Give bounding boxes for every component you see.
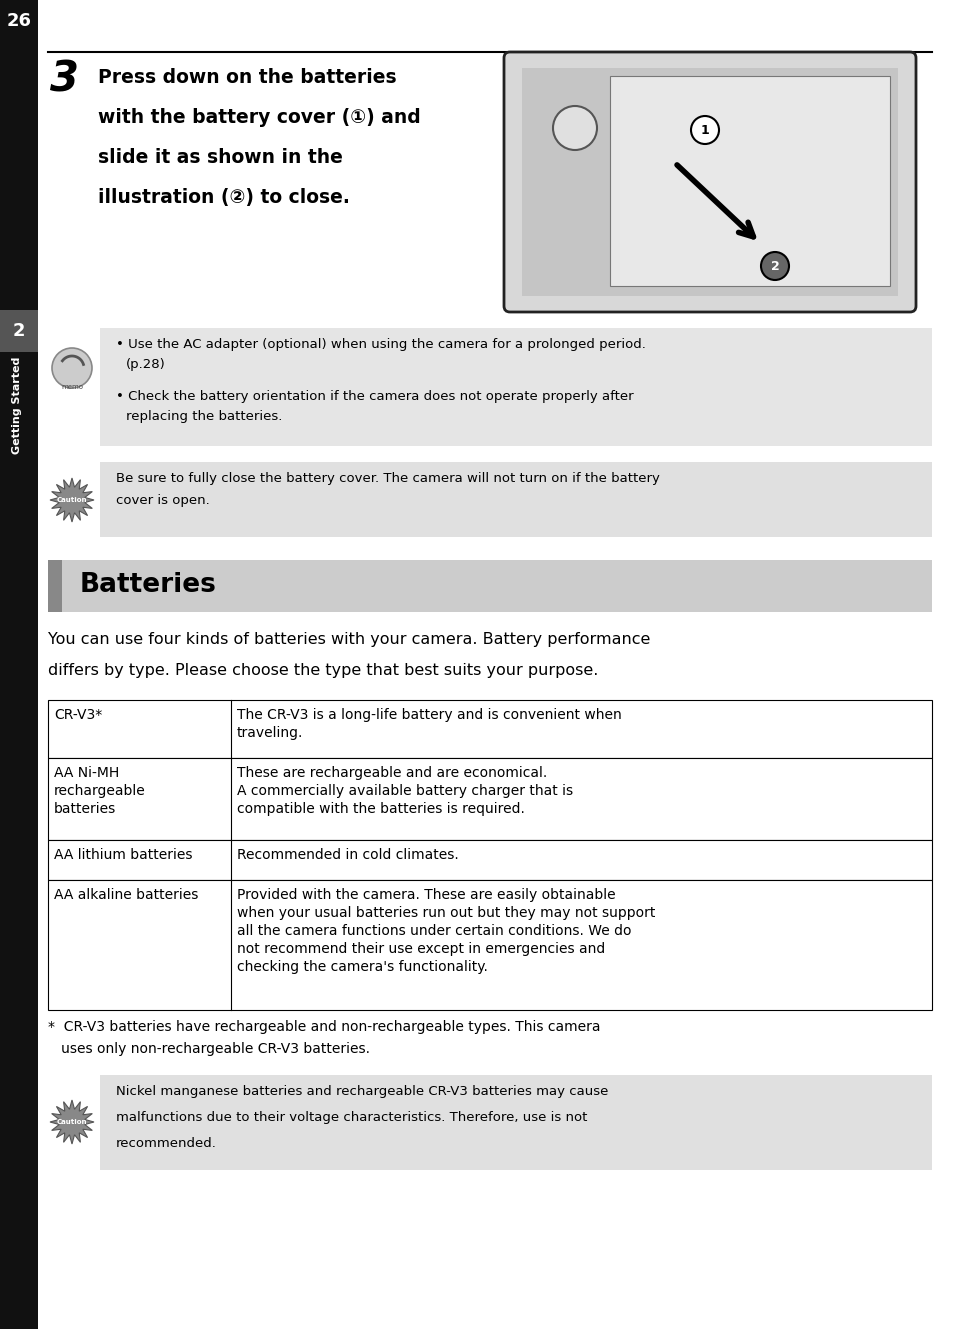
Circle shape	[553, 106, 597, 150]
Text: cover is open.: cover is open.	[116, 494, 210, 506]
Bar	[48, 840, 931, 880]
Polygon shape	[50, 1100, 94, 1144]
Text: Be sure to fully close the battery cover. The camera will not turn on if the bat: Be sure to fully close the battery cover…	[116, 472, 659, 485]
Bar	[48, 880, 931, 1010]
Polygon shape	[50, 478, 94, 522]
Bar	[100, 462, 931, 537]
Circle shape	[760, 253, 788, 280]
Text: • Use the AC adapter (optional) when using the camera for a prolonged period.: • Use the AC adapter (optional) when usi…	[116, 338, 645, 351]
Bar	[48, 700, 931, 758]
Text: not recommend their use except in emergencies and: not recommend their use except in emerge…	[236, 942, 604, 956]
Text: when your usual batteries run out but they may not support: when your usual batteries run out but th…	[236, 906, 655, 920]
Text: Nickel manganese batteries and rechargeable CR-V3 batteries may cause: Nickel manganese batteries and rechargea…	[116, 1084, 608, 1098]
Text: These are rechargeable and are economical.: These are rechargeable and are economica…	[236, 766, 547, 780]
Bar	[0, 0, 38, 1329]
Text: all the camera functions under certain conditions. We do: all the camera functions under certain c…	[236, 924, 631, 938]
Text: slide it as shown in the: slide it as shown in the	[98, 148, 342, 167]
Text: batteries: batteries	[54, 801, 116, 816]
Text: recommended.: recommended.	[116, 1138, 216, 1150]
Text: 1: 1	[700, 124, 709, 137]
Text: The CR-V3 is a long-life battery and is convenient when: The CR-V3 is a long-life battery and is …	[236, 708, 621, 722]
Bar	[100, 1075, 931, 1170]
Text: AA alkaline batteries: AA alkaline batteries	[54, 888, 198, 902]
Text: uses only non-rechargeable CR-V3 batteries.: uses only non-rechargeable CR-V3 batteri…	[48, 1042, 370, 1057]
Text: 2: 2	[770, 259, 779, 272]
Text: 26: 26	[7, 12, 31, 31]
Text: Caution: Caution	[56, 1119, 87, 1126]
Text: checking the camera's functionality.: checking the camera's functionality.	[236, 960, 487, 974]
Text: Getting Started: Getting Started	[12, 358, 22, 455]
Bar	[0, 310, 38, 352]
Text: malfunctions due to their voltage characteristics. Therefore, use is not: malfunctions due to their voltage charac…	[116, 1111, 587, 1124]
Circle shape	[52, 348, 91, 388]
Text: compatible with the batteries is required.: compatible with the batteries is require…	[236, 801, 524, 816]
Text: You can use four kinds of batteries with your camera. Battery performance: You can use four kinds of batteries with…	[48, 633, 650, 647]
Text: illustration (②) to close.: illustration (②) to close.	[98, 187, 350, 207]
Text: Press down on the batteries: Press down on the batteries	[98, 68, 396, 86]
FancyBboxPatch shape	[503, 52, 915, 312]
Bar	[48, 758, 931, 840]
Text: with the battery cover (①) and: with the battery cover (①) and	[98, 108, 420, 128]
Text: • Check the battery orientation if the camera does not operate properly after: • Check the battery orientation if the c…	[116, 389, 633, 403]
Text: CR-V3*: CR-V3*	[54, 708, 102, 722]
Text: rechargeable: rechargeable	[54, 784, 146, 797]
Text: A commercially available battery charger that is: A commercially available battery charger…	[236, 784, 573, 797]
Text: AA Ni-MH: AA Ni-MH	[54, 766, 119, 780]
Text: differs by type. Please choose the type that best suits your purpose.: differs by type. Please choose the type …	[48, 663, 598, 678]
Text: 2: 2	[12, 322, 25, 340]
Text: Recommended in cold climates.: Recommended in cold climates.	[236, 848, 458, 863]
Text: *  CR-V3 batteries have rechargeable and non-rechargeable types. This camera: * CR-V3 batteries have rechargeable and …	[48, 1019, 599, 1034]
Bar	[521, 68, 897, 296]
Text: Batteries: Batteries	[80, 571, 216, 598]
Text: (p.28): (p.28)	[126, 358, 166, 371]
Text: Caution: Caution	[56, 497, 87, 502]
Text: traveling.: traveling.	[236, 726, 303, 740]
Text: Provided with the camera. These are easily obtainable: Provided with the camera. These are easi…	[236, 888, 615, 902]
Bar	[100, 328, 931, 447]
Bar	[48, 560, 931, 611]
Text: replacing the batteries.: replacing the batteries.	[126, 411, 282, 423]
Circle shape	[690, 116, 719, 144]
Bar	[48, 560, 62, 611]
Text: memo: memo	[61, 384, 83, 389]
Text: AA lithium batteries: AA lithium batteries	[54, 848, 193, 863]
Text: 3: 3	[50, 58, 79, 100]
Bar	[609, 76, 889, 286]
